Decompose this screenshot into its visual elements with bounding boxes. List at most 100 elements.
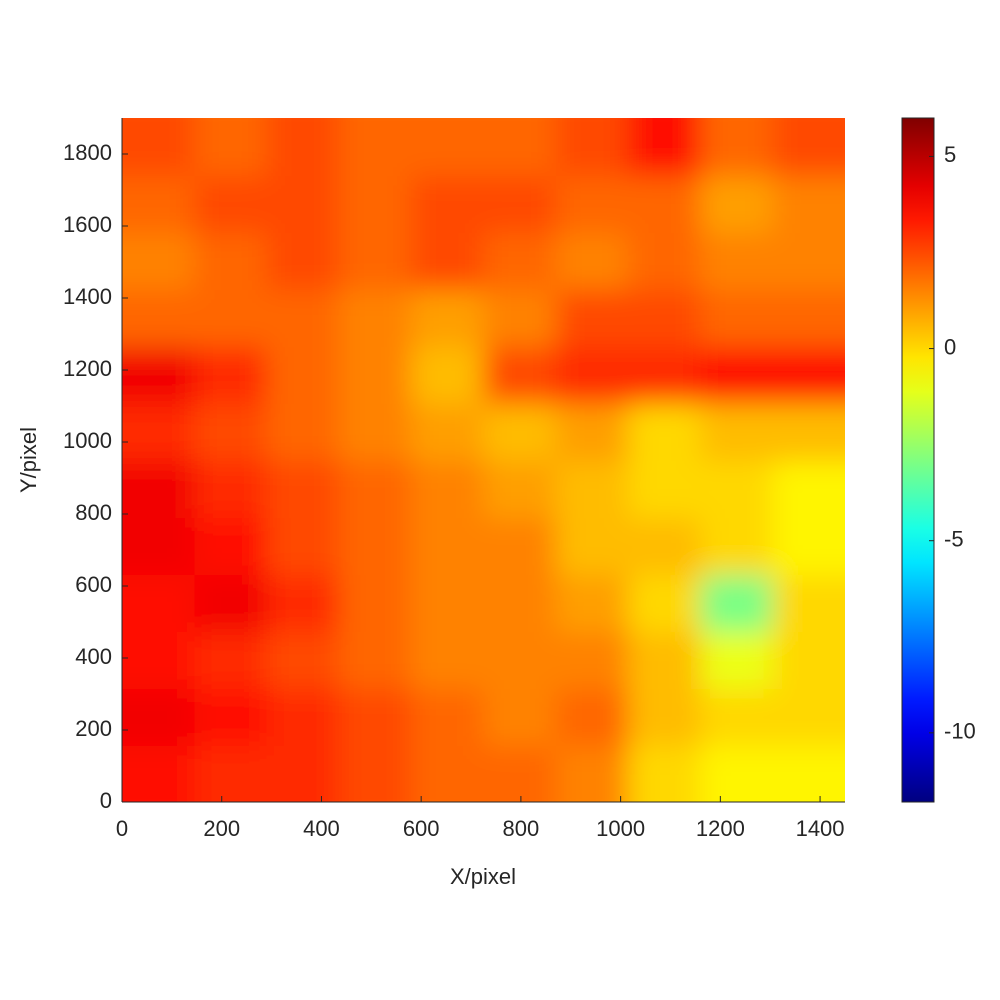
heatmap-cell bbox=[194, 289, 268, 347]
x-tick-label: 600 bbox=[403, 816, 440, 841]
heatmap-cell bbox=[555, 403, 630, 461]
heatmap-cell bbox=[338, 403, 413, 461]
heatmap-cell bbox=[338, 517, 413, 575]
heatmap-cell bbox=[266, 403, 340, 461]
heatmap-cell bbox=[483, 745, 557, 802]
heatmap-cell bbox=[555, 574, 630, 632]
heatmap-cell bbox=[700, 745, 774, 802]
heatmap-cell bbox=[483, 574, 557, 632]
heatmap-cell bbox=[628, 346, 702, 404]
heatmap-cell bbox=[266, 118, 340, 176]
heatmap-cell bbox=[338, 631, 413, 689]
heatmap-cell bbox=[122, 688, 196, 746]
heatmap-cell bbox=[555, 688, 630, 746]
heatmap-cell bbox=[700, 631, 774, 689]
heatmap-cell bbox=[772, 403, 845, 461]
heatmap-cell bbox=[266, 631, 340, 689]
heatmap-cell bbox=[194, 175, 268, 233]
heatmap-cell bbox=[338, 232, 413, 290]
y-tick-label: 1000 bbox=[63, 428, 112, 453]
y-tick-label: 1600 bbox=[63, 212, 112, 237]
heatmap-cell bbox=[700, 346, 774, 404]
colorbar bbox=[902, 118, 934, 802]
heatmap-cell bbox=[772, 574, 845, 632]
heatmap-cell bbox=[194, 574, 268, 632]
heatmap-cell bbox=[483, 631, 557, 689]
heatmap-cell bbox=[338, 688, 413, 746]
heatmap-cell bbox=[338, 745, 413, 802]
heatmap-cell bbox=[411, 232, 485, 290]
heatmap-cell bbox=[483, 118, 557, 176]
colorbar-tick-label: -5 bbox=[944, 527, 964, 552]
heatmap-cell bbox=[628, 745, 702, 802]
x-tick-label: 1000 bbox=[596, 816, 645, 841]
heatmap-cell bbox=[194, 232, 268, 290]
heatmap-cell bbox=[194, 346, 268, 404]
heatmap-cell bbox=[122, 460, 196, 518]
heatmap-cell bbox=[772, 631, 845, 689]
heatmap-cell bbox=[122, 289, 196, 347]
heatmap-cell bbox=[122, 175, 196, 233]
y-tick-label: 1200 bbox=[63, 356, 112, 381]
x-tick-label: 1400 bbox=[796, 816, 845, 841]
heatmap-cell bbox=[700, 175, 774, 233]
x-tick-label: 0 bbox=[116, 816, 128, 841]
heatmap-cell bbox=[266, 232, 340, 290]
heatmap-cell bbox=[338, 118, 413, 176]
heatmap bbox=[122, 118, 845, 802]
heatmap-cell bbox=[772, 175, 845, 233]
heatmap-cell bbox=[628, 688, 702, 746]
heatmap-cell bbox=[122, 232, 196, 290]
heatmap-cell bbox=[338, 289, 413, 347]
heatmap-cell bbox=[628, 403, 702, 461]
heatmap-cell bbox=[700, 118, 774, 176]
heatmap-cell bbox=[411, 289, 485, 347]
heatmap-area bbox=[122, 118, 845, 802]
heatmap-cell bbox=[772, 688, 845, 746]
y-tick-label: 1400 bbox=[63, 284, 112, 309]
heatmap-cell bbox=[628, 574, 702, 632]
heatmap-cell bbox=[338, 574, 413, 632]
heatmap-cell bbox=[555, 517, 630, 575]
heatmap-cell bbox=[194, 745, 268, 802]
heatmap-cell bbox=[772, 745, 845, 802]
heatmap-cell bbox=[122, 574, 196, 632]
heatmap-cell bbox=[194, 403, 268, 461]
heatmap-cell bbox=[483, 289, 557, 347]
heatmap-cell bbox=[555, 745, 630, 802]
heatmap-cell bbox=[628, 460, 702, 518]
heatmap-cell bbox=[122, 346, 196, 404]
heatmap-cell bbox=[411, 460, 485, 518]
heatmap-cell bbox=[700, 232, 774, 290]
heatmap-cell bbox=[411, 688, 485, 746]
colorbar-tick-label: 5 bbox=[944, 142, 956, 167]
heatmap-cell bbox=[628, 517, 702, 575]
heatmap-cell bbox=[411, 403, 485, 461]
heatmap-cell bbox=[483, 232, 557, 290]
heatmap-cell bbox=[194, 517, 268, 575]
heatmap-cell bbox=[266, 574, 340, 632]
heatmap-cell bbox=[700, 460, 774, 518]
heatmap-cell bbox=[772, 232, 845, 290]
colorbar-frame bbox=[901, 117, 935, 803]
heatmap-cell bbox=[628, 289, 702, 347]
colorbar-tick-label: -10 bbox=[944, 719, 976, 744]
heatmap-cell bbox=[555, 118, 630, 176]
heatmap-cell bbox=[194, 460, 268, 518]
heatmap-cell bbox=[194, 118, 268, 176]
heatmap-cell bbox=[700, 289, 774, 347]
heatmap-cell bbox=[772, 517, 845, 575]
y-tick-label: 200 bbox=[75, 716, 112, 741]
heatmap-cell bbox=[266, 175, 340, 233]
heatmap-cell bbox=[555, 232, 630, 290]
heatmap-cell bbox=[194, 688, 268, 746]
heatmap-cell bbox=[555, 289, 630, 347]
heatmap-cell bbox=[555, 631, 630, 689]
x-tick-label: 800 bbox=[503, 816, 540, 841]
heatmap-cell bbox=[483, 517, 557, 575]
heatmap-cell bbox=[411, 175, 485, 233]
heatmap-cell bbox=[411, 346, 485, 404]
heatmap-cell bbox=[628, 631, 702, 689]
heatmap-cell bbox=[628, 232, 702, 290]
